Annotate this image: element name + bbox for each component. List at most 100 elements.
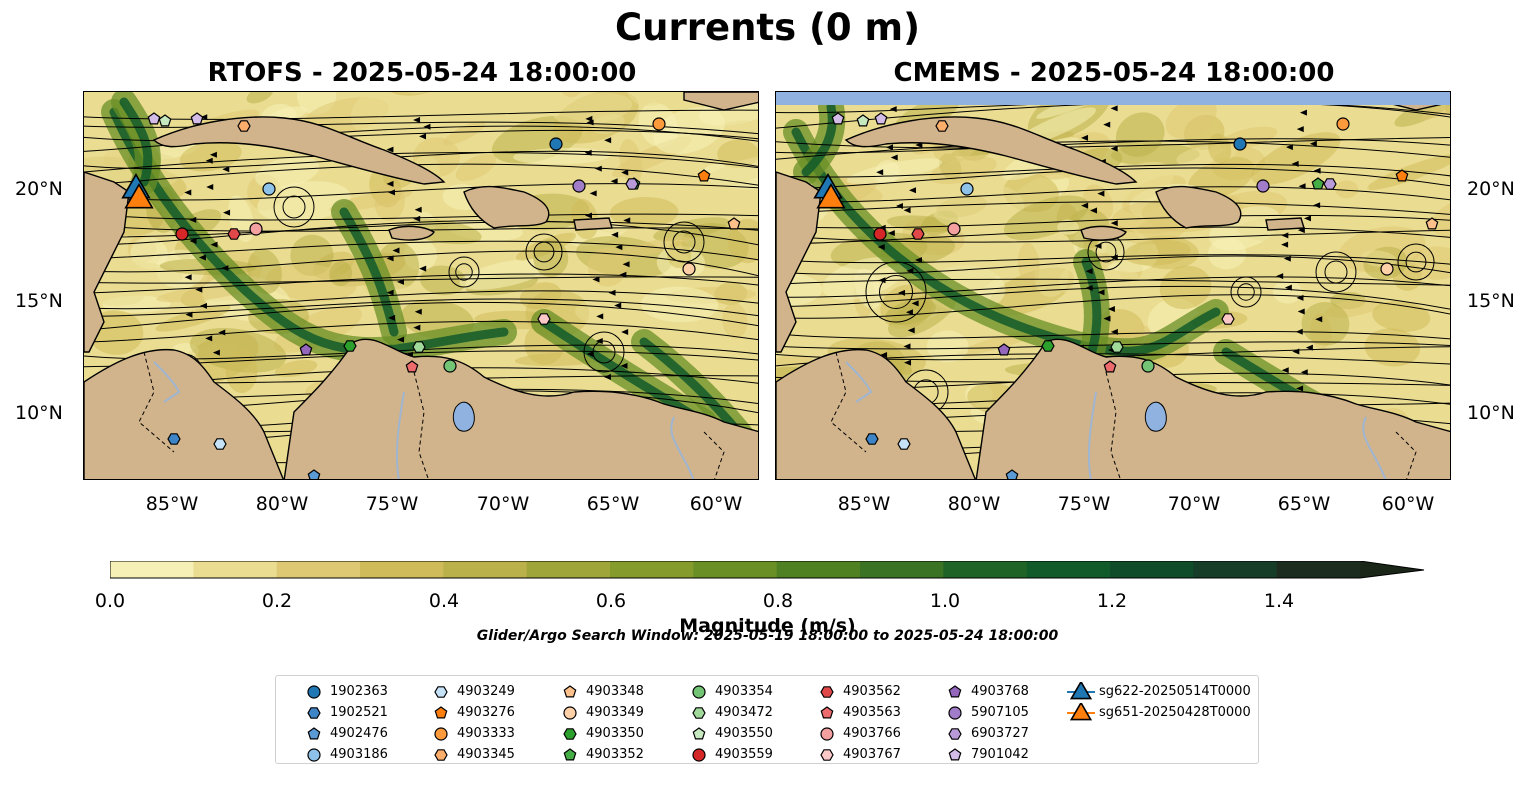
argo-marker-4903767 (1221, 313, 1235, 325)
streamline-arrow (396, 278, 404, 285)
lon-label-b-80: 80°W (947, 493, 1001, 515)
strong-current-jet (119, 97, 153, 187)
pentagon-icon (434, 706, 448, 719)
eddy-streamline (879, 275, 913, 309)
streamline (776, 186, 1450, 203)
streamline (776, 285, 1450, 310)
colorbar-tick: 0.4 (428, 590, 460, 612)
legend-label: 4903186 (330, 747, 388, 762)
argo-marker-4903333 (1336, 117, 1350, 131)
streamline-arrow (419, 133, 427, 140)
colorbar-segment (860, 561, 944, 578)
argo-marker-4903352 (1311, 177, 1325, 190)
streamline-arrow (911, 300, 919, 307)
pentagon-icon (307, 727, 321, 740)
streamline-arrow (1110, 105, 1118, 112)
streamline-arrow (392, 247, 400, 254)
streamline-arrow (1281, 367, 1289, 374)
streamline-arrow (198, 254, 206, 261)
circle-icon (692, 685, 706, 699)
pentagon-icon (563, 685, 577, 698)
eddy-streamline (455, 263, 473, 281)
streamline (776, 278, 1450, 286)
streamline-arrow (223, 209, 231, 216)
streamline (84, 221, 758, 238)
hexagon-icon (434, 686, 448, 698)
streamline (84, 250, 758, 277)
circle-icon (434, 727, 448, 741)
eddy-streamline (1237, 283, 1255, 301)
legend-label: 4903348 (586, 684, 644, 699)
argo-marker-4903768 (299, 343, 313, 356)
streamline (776, 331, 1450, 340)
lat-label-20-right: 20°N (1467, 178, 1515, 200)
eddy-streamline (865, 261, 927, 323)
land-puerto-rico (1265, 217, 1305, 231)
eddy-streamline (282, 195, 306, 219)
streamline-arrow (876, 169, 884, 176)
streamline-arrow (906, 267, 914, 274)
streamline-arrow (1097, 289, 1105, 296)
colorbar (110, 561, 1425, 579)
search-window-text: Glider/Argo Search Window: 2025-05-19 18… (476, 628, 1059, 644)
lon-label-a-75: 75°W (365, 493, 419, 515)
streamline-arrow (1097, 190, 1105, 197)
streamline-arrow (903, 207, 911, 214)
streamline-arrow (1110, 328, 1118, 335)
colorbar-tick: 0.0 (94, 590, 126, 612)
river (1087, 391, 1097, 479)
land-cuba (844, 116, 1138, 185)
legend-label: 4903345 (457, 747, 515, 762)
streamline-arrow (184, 189, 192, 196)
lon-label-b-65: 65°W (1277, 493, 1331, 515)
streamline-arrow (623, 217, 631, 224)
argo-marker-6903727 (1323, 178, 1337, 190)
streamline-arrow (414, 308, 422, 315)
streamline-arrow (610, 178, 618, 185)
streamline-arrow (907, 327, 915, 334)
pentagon-icon (820, 706, 834, 719)
colorbar-extend-arrow (1360, 561, 1424, 578)
argo-marker-4903562 (911, 228, 925, 240)
land-hispaniola (1155, 185, 1242, 229)
land-central-america (776, 348, 976, 479)
circle-icon (948, 706, 962, 720)
land-yucatan (84, 171, 130, 353)
lat-label-20-left: 20°N (15, 178, 63, 200)
lake-maracaibo (452, 401, 475, 432)
streamline-arrow (592, 276, 600, 283)
colorbar-segment (1110, 561, 1194, 578)
lat-label-15-left: 15°N (15, 290, 63, 312)
streamline-arrow (620, 362, 628, 369)
streamline-arrow (189, 238, 197, 245)
argo-marker-4903562 (227, 228, 241, 240)
triangle-icon (1067, 682, 1095, 700)
streamline-arrow (596, 313, 604, 320)
glider-markers (121, 172, 154, 209)
streamline-arrow (889, 106, 897, 113)
legend-label: 1902363 (330, 684, 388, 699)
argo-marker-4903333 (652, 117, 666, 131)
streamline-arrow (1110, 220, 1118, 227)
hexagon-icon (820, 686, 834, 698)
streamline-arrow (1285, 144, 1293, 151)
streamline-arrow (1297, 308, 1305, 315)
argo-marker-4903350 (1041, 340, 1055, 352)
streamline-arrow (413, 117, 421, 124)
argo-marker-4903249 (897, 438, 911, 450)
streamline-arrow (1103, 121, 1111, 128)
lon-label-b-60: 60°W (1381, 493, 1435, 515)
country-border (138, 351, 175, 453)
argo-marker-4903276 (697, 169, 711, 182)
land-masses (776, 92, 1450, 479)
argo-marker-5907105 (572, 179, 586, 193)
streamline-arrow (1315, 316, 1323, 323)
argo-marker-4903766 (249, 222, 263, 236)
streamline-arrow (205, 335, 213, 342)
argo-marker-7901042 (147, 112, 161, 125)
lat-label-10-left: 10°N (15, 402, 63, 424)
streamline-arrow (621, 169, 629, 176)
streamline-arrow (1107, 306, 1115, 313)
streamline-arrow (184, 274, 192, 281)
hexagon-icon (434, 749, 448, 761)
